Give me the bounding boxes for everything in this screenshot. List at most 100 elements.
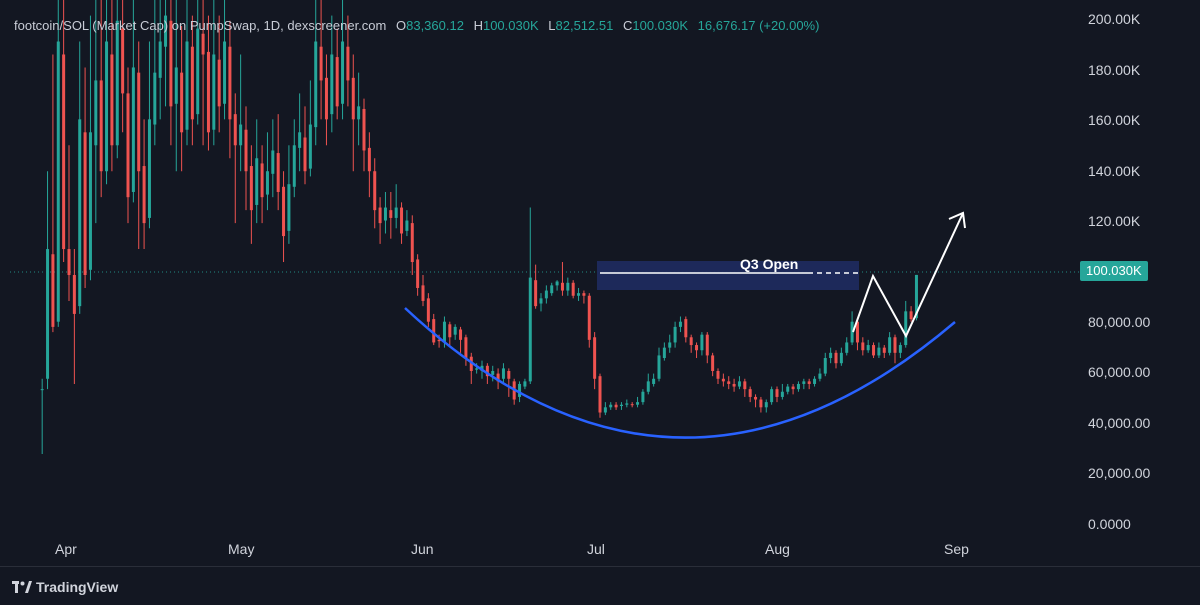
candle-body: [732, 383, 736, 387]
candle-body: [652, 378, 656, 384]
candle-body: [737, 381, 741, 387]
last-price-tag: 100.030K: [1080, 261, 1148, 281]
y-tick-label: 80,000.00: [1088, 314, 1151, 330]
candle-body: [158, 41, 162, 78]
candle-body: [228, 46, 232, 120]
candle-body: [180, 72, 184, 133]
legend-title: footcoin/SOL (Market Cap) on PumpSwap, 1…: [14, 18, 387, 33]
candle-body: [518, 383, 522, 397]
candle-body: [802, 381, 806, 384]
candle-body: [244, 129, 248, 172]
candle-body: [131, 67, 135, 192]
candle-body: [453, 326, 457, 335]
candle-body: [727, 381, 731, 384]
candle-body: [351, 77, 355, 120]
y-tick-label: 40,000.00: [1088, 415, 1151, 431]
candle-body: [459, 329, 463, 340]
candle-body: [405, 220, 409, 231]
candle-body: [142, 166, 146, 224]
candle-body: [807, 381, 811, 384]
candle-body: [287, 184, 291, 231]
candle-body: [700, 334, 704, 351]
candle-body: [190, 46, 194, 120]
candle-body: [877, 347, 881, 356]
candle-body: [566, 282, 570, 291]
candle-body: [298, 132, 302, 148]
candle-body: [550, 285, 554, 294]
candle-body: [609, 404, 613, 408]
candle-body: [201, 33, 205, 55]
candle-body: [367, 147, 371, 172]
candle-body: [416, 259, 420, 288]
candle-body: [383, 207, 387, 221]
legend-low-value: 82,512.51: [555, 18, 614, 33]
candle-body: [67, 249, 71, 275]
y-tick-label: 200.00K: [1088, 11, 1141, 27]
candle-body: [174, 67, 178, 104]
candle-body: [898, 345, 902, 353]
projection-arrowhead-icon: [948, 211, 966, 229]
tradingview-logo[interactable]: TradingView: [12, 579, 118, 595]
candle-body: [748, 389, 752, 397]
candle-body: [501, 368, 505, 379]
candle-body: [137, 72, 141, 172]
candle-body: [839, 352, 843, 364]
y-tick-label: 140.00K: [1088, 163, 1141, 179]
legend-low-label: L: [548, 18, 556, 33]
candle-body: [255, 158, 259, 205]
candle-body: [421, 285, 425, 301]
candle-body: [394, 207, 398, 218]
legend-close-value: 100.030K: [632, 18, 689, 33]
candle-body: [582, 293, 586, 296]
candle-body: [88, 132, 92, 270]
candle-body: [657, 355, 661, 379]
candle-body: [587, 295, 591, 340]
candle-body: [855, 321, 859, 343]
candle-body: [212, 54, 216, 130]
candle-body: [475, 368, 479, 370]
candle-body: [743, 381, 747, 390]
candle-body: [614, 404, 618, 408]
candle-body: [260, 163, 264, 198]
candle-body: [673, 326, 677, 343]
candle-body: [534, 280, 538, 307]
candle-body: [662, 347, 666, 359]
candle-body: [668, 342, 672, 348]
y-tick-label: 180.00K: [1088, 62, 1141, 78]
candle-body: [485, 365, 489, 377]
candle-body: [83, 132, 87, 275]
candle-body: [437, 339, 441, 342]
candle-body: [904, 311, 908, 346]
candle-body: [276, 153, 280, 192]
candle-body: [496, 373, 500, 382]
candle-body: [362, 108, 366, 151]
candle-body: [705, 334, 709, 356]
legend-high-label: H: [473, 18, 483, 33]
candle-body: [239, 124, 243, 146]
candle-body: [861, 342, 865, 351]
candle-body: [110, 54, 114, 146]
candle-body: [770, 389, 774, 403]
candle-body: [829, 352, 833, 359]
candle-body: [759, 399, 763, 408]
candle-body: [571, 282, 575, 296]
rounded-bottom-curve: [404, 307, 956, 439]
legend-close-label: C: [622, 18, 633, 33]
candle-body: [914, 274, 918, 319]
candle-body: [147, 119, 151, 218]
candle-body: [845, 342, 849, 353]
candle-body: [185, 41, 189, 130]
legend-change: 16,676.17 (+20.00%): [697, 18, 820, 33]
tradingview-logo-icon: [12, 581, 32, 593]
candle-body: [539, 298, 543, 304]
candle-body: [866, 345, 870, 351]
candle-body: [426, 298, 430, 322]
candles-layer: [40, 0, 918, 455]
candle-body: [641, 391, 645, 403]
candle-body: [721, 378, 725, 382]
candle-body: [909, 311, 913, 320]
candle-body: [711, 355, 715, 371]
candle-body: [282, 186, 286, 237]
candle-body: [78, 119, 82, 307]
